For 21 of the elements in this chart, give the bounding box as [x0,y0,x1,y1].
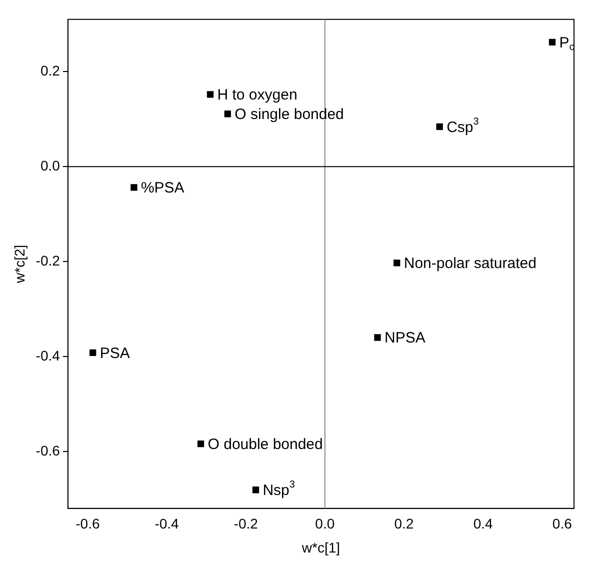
annotation: H to oxygen [217,86,298,104]
y-tick-label: -0.6 [36,442,60,458]
y-axis-title: w*c[2] [11,244,28,284]
annotation: O single bonded [234,106,344,124]
x-axis-title: w*c[1] [300,539,340,556]
annotation: NPSA [384,330,426,347]
x-tick-label: 0.6 [552,516,572,532]
x-tick-label: 0.2 [394,516,414,532]
x-tick-label: 0.4 [473,516,494,532]
y-tick-label: 0.0 [40,157,60,174]
annotation: %PSA [140,180,184,197]
x-tick-label: 0.0 [315,516,335,532]
annotation: PSA [100,344,130,362]
x-tick-label: -0.4 [154,516,180,532]
x-tick-label: -0.6 [76,516,100,532]
annotation: Non-polar saturated [404,255,536,272]
annotation: O double bonded [208,436,323,453]
y-tick-label: -0.2 [36,252,60,268]
x-tick-label: -0.2 [234,516,258,532]
y-tick-label: 0.2 [40,62,60,78]
y-tick-label: -0.4 [36,347,60,364]
